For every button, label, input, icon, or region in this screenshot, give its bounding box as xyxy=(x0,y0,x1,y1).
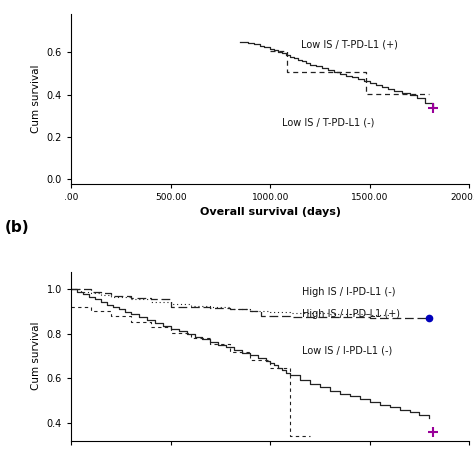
X-axis label: Overall survival (days): Overall survival (days) xyxy=(200,207,341,217)
Text: Low IS / T-PD-L1 (-): Low IS / T-PD-L1 (-) xyxy=(282,117,374,128)
Text: High IS / I-PD-L1 (-): High IS / I-PD-L1 (-) xyxy=(302,287,395,297)
Y-axis label: Cum survival: Cum survival xyxy=(31,64,41,133)
Text: Low IS / I-PD-L1 (-): Low IS / I-PD-L1 (-) xyxy=(302,346,392,356)
Text: (b): (b) xyxy=(5,219,29,235)
Text: Low IS / T-PD-L1 (+): Low IS / T-PD-L1 (+) xyxy=(301,39,398,49)
Y-axis label: Cum survival: Cum survival xyxy=(31,322,41,391)
Text: High IS / I-PD-L1 (+): High IS / I-PD-L1 (+) xyxy=(302,309,400,319)
